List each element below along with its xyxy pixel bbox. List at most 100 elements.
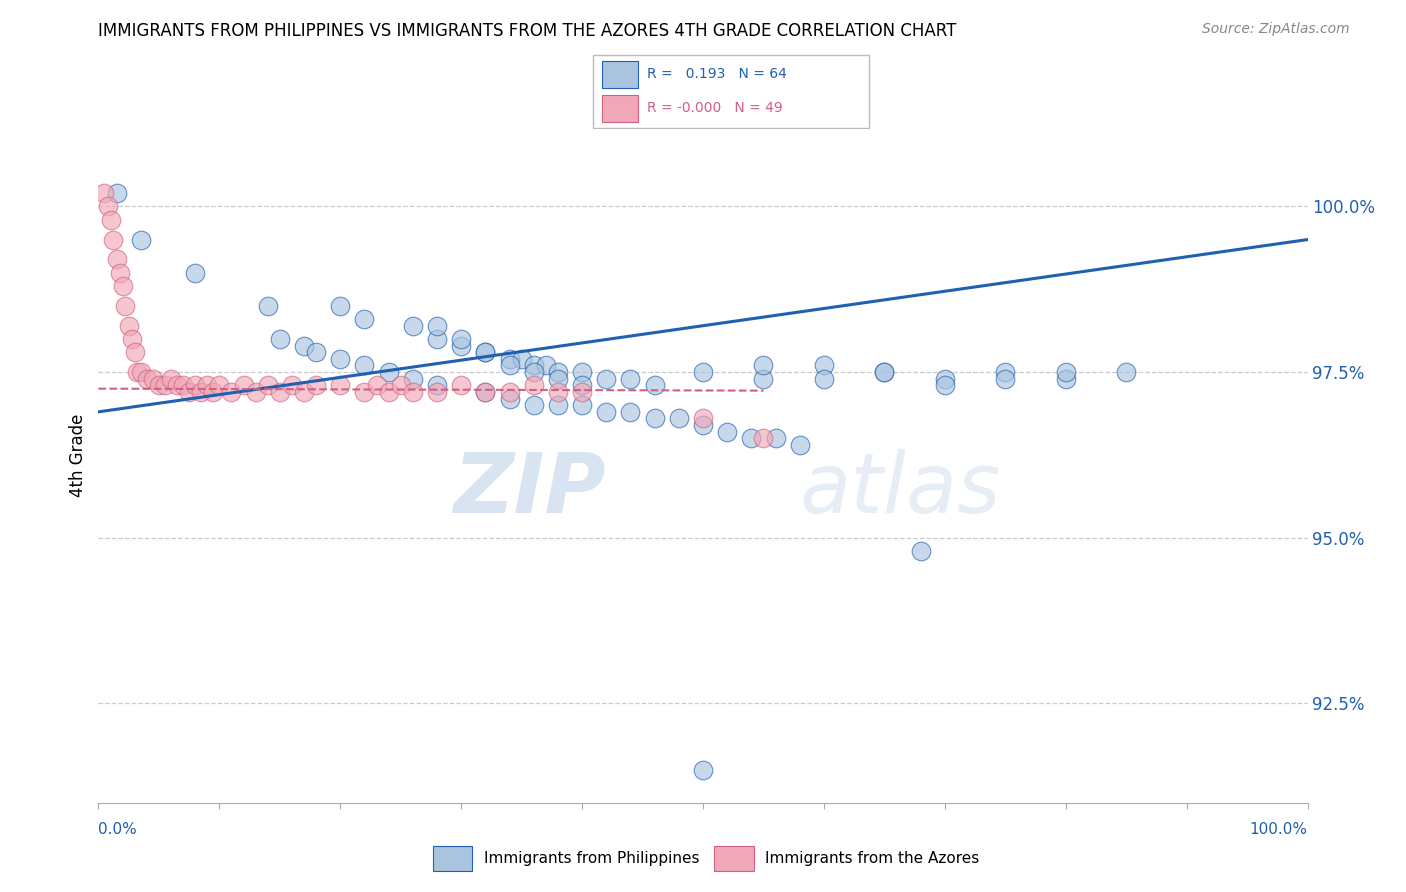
- Text: ZIP: ZIP: [454, 450, 606, 530]
- Point: [1054, 365, 1077, 379]
- Point: [135, 372, 157, 386]
- Point: [547, 398, 569, 412]
- Point: [571, 384, 593, 399]
- Point: [281, 378, 304, 392]
- Text: IMMIGRANTS FROM PHILIPPINES VS IMMIGRANTS FROM THE AZORES 4TH GRADE CORRELATION : IMMIGRANTS FROM PHILIPPINES VS IMMIGRANT…: [98, 22, 957, 40]
- Point: [547, 365, 569, 379]
- Point: [692, 365, 714, 379]
- Point: [195, 378, 218, 392]
- Point: [93, 186, 115, 201]
- Point: [595, 405, 617, 419]
- Point: [498, 351, 520, 366]
- Point: [873, 365, 896, 379]
- Point: [114, 299, 136, 313]
- Point: [644, 411, 666, 425]
- Point: [619, 372, 641, 386]
- Point: [108, 266, 131, 280]
- Point: [644, 378, 666, 392]
- Point: [100, 212, 122, 227]
- Point: [105, 252, 128, 267]
- Point: [305, 345, 328, 359]
- Y-axis label: 4th Grade: 4th Grade: [69, 413, 87, 497]
- Point: [1115, 365, 1137, 379]
- Bar: [602, 62, 638, 87]
- Point: [934, 372, 956, 386]
- Point: [595, 372, 617, 386]
- Point: [184, 378, 207, 392]
- Point: [377, 365, 399, 379]
- Point: [692, 763, 714, 777]
- FancyBboxPatch shape: [593, 55, 869, 128]
- Point: [124, 345, 146, 359]
- Point: [389, 378, 412, 392]
- Text: Immigrants from the Azores: Immigrants from the Azores: [765, 851, 979, 866]
- Point: [571, 398, 593, 412]
- Point: [256, 378, 278, 392]
- Point: [910, 544, 932, 558]
- Point: [873, 365, 896, 379]
- Point: [668, 411, 690, 425]
- Point: [305, 378, 328, 392]
- Point: [523, 359, 546, 373]
- Point: [692, 418, 714, 433]
- Point: [402, 384, 425, 399]
- Point: [994, 372, 1017, 386]
- Point: [245, 384, 267, 399]
- Point: [450, 378, 472, 392]
- Point: [426, 332, 449, 346]
- Point: [402, 318, 425, 333]
- Point: [523, 378, 546, 392]
- Point: [716, 425, 738, 439]
- Point: [129, 233, 152, 247]
- Point: [498, 359, 520, 373]
- Point: [142, 372, 165, 386]
- Point: [813, 372, 835, 386]
- Point: [450, 338, 472, 352]
- Point: [353, 359, 375, 373]
- Text: 0.0%: 0.0%: [98, 822, 138, 837]
- Point: [934, 378, 956, 392]
- Point: [129, 365, 152, 379]
- Text: 100.0%: 100.0%: [1250, 822, 1308, 837]
- Point: [740, 431, 762, 445]
- Point: [292, 384, 315, 399]
- Point: [523, 398, 546, 412]
- Point: [571, 365, 593, 379]
- Point: [269, 384, 291, 399]
- Point: [474, 384, 496, 399]
- Bar: [433, 847, 472, 871]
- Point: [101, 233, 124, 247]
- Point: [523, 365, 546, 379]
- Point: [202, 384, 225, 399]
- Point: [329, 378, 352, 392]
- Point: [329, 351, 352, 366]
- Text: atlas: atlas: [800, 450, 1001, 530]
- Point: [353, 312, 375, 326]
- Point: [571, 378, 593, 392]
- Point: [353, 384, 375, 399]
- Point: [474, 345, 496, 359]
- Point: [474, 384, 496, 399]
- Point: [256, 299, 278, 313]
- Point: [510, 351, 533, 366]
- Bar: [714, 847, 754, 871]
- Point: [160, 372, 183, 386]
- Point: [97, 199, 120, 213]
- Point: [172, 378, 194, 392]
- Text: Source: ZipAtlas.com: Source: ZipAtlas.com: [1202, 22, 1350, 37]
- Point: [127, 365, 149, 379]
- Point: [179, 384, 201, 399]
- Point: [377, 384, 399, 399]
- Point: [121, 332, 143, 346]
- Point: [534, 359, 557, 373]
- Point: [208, 378, 231, 392]
- Point: [190, 384, 212, 399]
- Point: [813, 359, 835, 373]
- Point: [765, 431, 787, 445]
- Point: [450, 332, 472, 346]
- Point: [118, 318, 141, 333]
- Text: Immigrants from Philippines: Immigrants from Philippines: [484, 851, 699, 866]
- Point: [184, 266, 207, 280]
- Point: [329, 299, 352, 313]
- Point: [426, 378, 449, 392]
